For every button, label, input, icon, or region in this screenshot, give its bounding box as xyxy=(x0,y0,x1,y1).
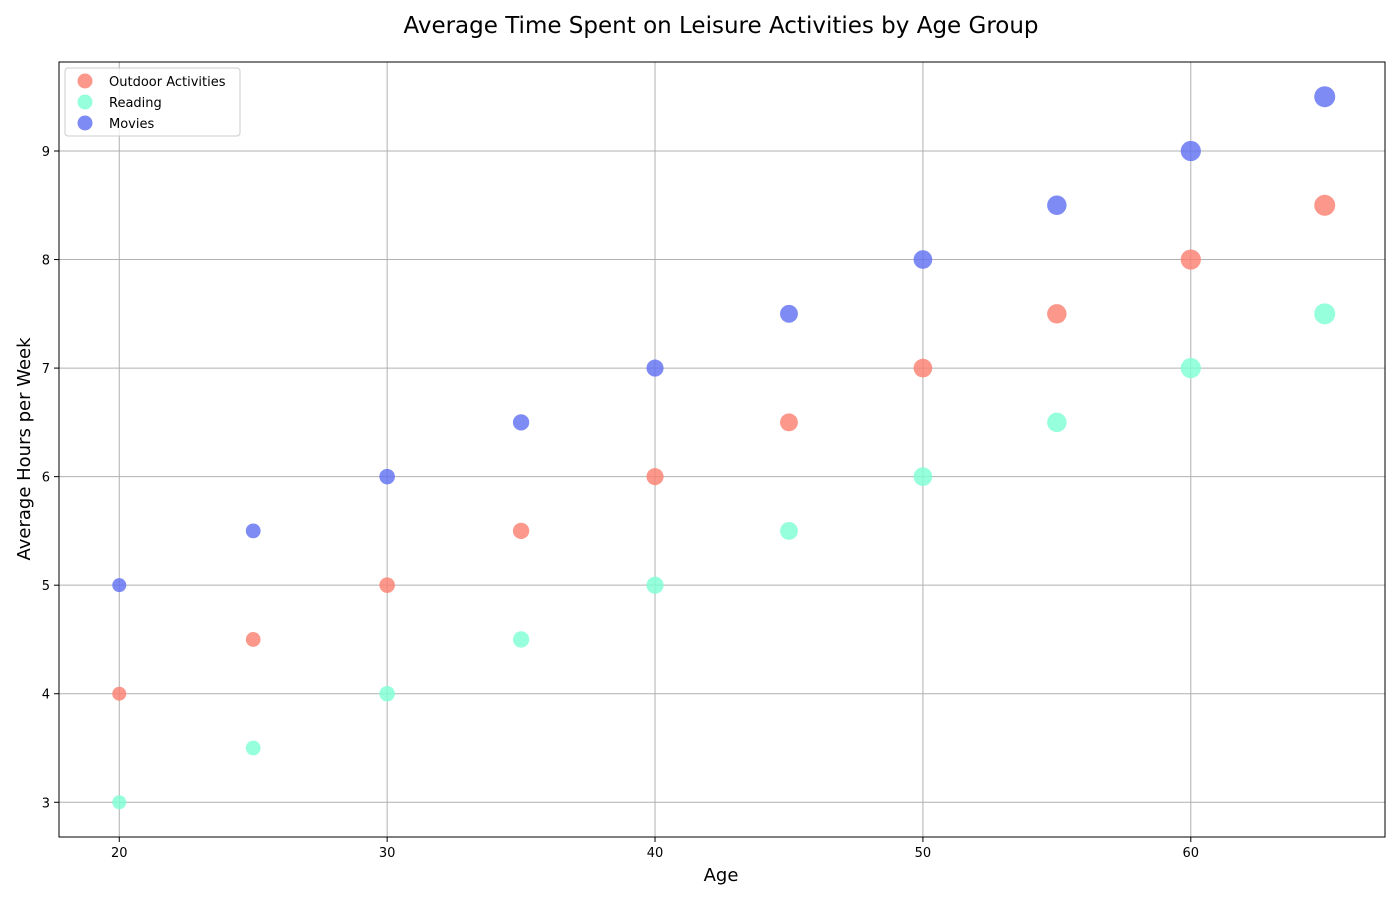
data-point-reading xyxy=(112,795,127,810)
data-point-outdoor-activities xyxy=(379,577,395,593)
data-point-outdoor-activities xyxy=(1180,249,1201,270)
data-point-outdoor-activities xyxy=(1047,304,1067,324)
x-tick-label: 40 xyxy=(647,846,664,861)
data-point-movies xyxy=(245,523,261,539)
y-axis-label: Average Hours per Week xyxy=(14,337,35,561)
data-point-reading xyxy=(1314,303,1336,325)
x-axis-label: Age xyxy=(704,865,739,886)
data-point-movies xyxy=(1180,140,1201,162)
y-tick-label: 7 xyxy=(42,362,50,377)
y-tick-label: 9 xyxy=(42,145,50,160)
y-tick-label: 3 xyxy=(42,796,50,811)
legend-label-movies: Movies xyxy=(109,117,154,132)
x-tick-label: 20 xyxy=(111,846,128,861)
x-tick-label: 30 xyxy=(379,846,396,861)
legend-marker-reading xyxy=(77,94,93,110)
data-point-movies xyxy=(646,359,664,377)
series-movies xyxy=(112,86,1336,593)
y-tick-label: 4 xyxy=(42,688,50,703)
y-tick-label: 5 xyxy=(42,579,50,594)
data-point-reading xyxy=(646,576,664,594)
data-point-reading xyxy=(245,740,261,756)
legend-label-outdoor-activities: Outdoor Activities xyxy=(109,75,226,90)
y-tick-label: 8 xyxy=(42,254,50,269)
data-point-outdoor-activities xyxy=(646,468,664,486)
x-tick-label: 60 xyxy=(1183,846,1200,861)
data-point-reading xyxy=(512,631,530,648)
legend: Outdoor Activities Reading Movies xyxy=(64,67,241,137)
data-point-outdoor-activities xyxy=(512,522,530,540)
data-point-outdoor-activities xyxy=(913,358,933,378)
plot-frame xyxy=(58,61,1386,838)
data-point-movies xyxy=(112,578,127,593)
data-point-outdoor-activities xyxy=(780,413,798,432)
data-point-movies xyxy=(1047,195,1067,215)
data-point-outdoor-activities xyxy=(112,686,127,701)
data-point-movies xyxy=(780,304,798,323)
series-outdoor-activities xyxy=(112,194,1336,701)
series-reading xyxy=(112,303,1336,810)
legend-marker-movies xyxy=(77,115,93,131)
data-point-movies xyxy=(379,468,395,485)
points-layer xyxy=(112,86,1336,810)
ticks-layer: 20 30 40 50 60 3 4 5 6 7 8 9 xyxy=(42,145,1199,861)
data-point-movies xyxy=(512,414,530,431)
data-point-reading xyxy=(780,521,798,540)
data-point-reading xyxy=(913,467,933,486)
data-point-reading xyxy=(1180,357,1201,379)
data-point-outdoor-activities xyxy=(245,632,261,647)
data-point-movies xyxy=(913,250,933,269)
legend-box xyxy=(64,67,241,137)
y-tick-label: 6 xyxy=(42,471,50,486)
data-point-reading xyxy=(1047,412,1067,433)
legend-label-reading: Reading xyxy=(109,96,162,111)
x-tick-label: 50 xyxy=(915,846,932,861)
data-point-outdoor-activities xyxy=(1314,194,1336,216)
data-point-reading xyxy=(379,685,395,702)
grid-layer xyxy=(59,62,1385,837)
data-point-movies xyxy=(1314,86,1336,108)
legend-marker-outdoor-activities xyxy=(77,73,93,89)
chart-title: Average Time Spent on Leisure Activities… xyxy=(403,13,1038,39)
